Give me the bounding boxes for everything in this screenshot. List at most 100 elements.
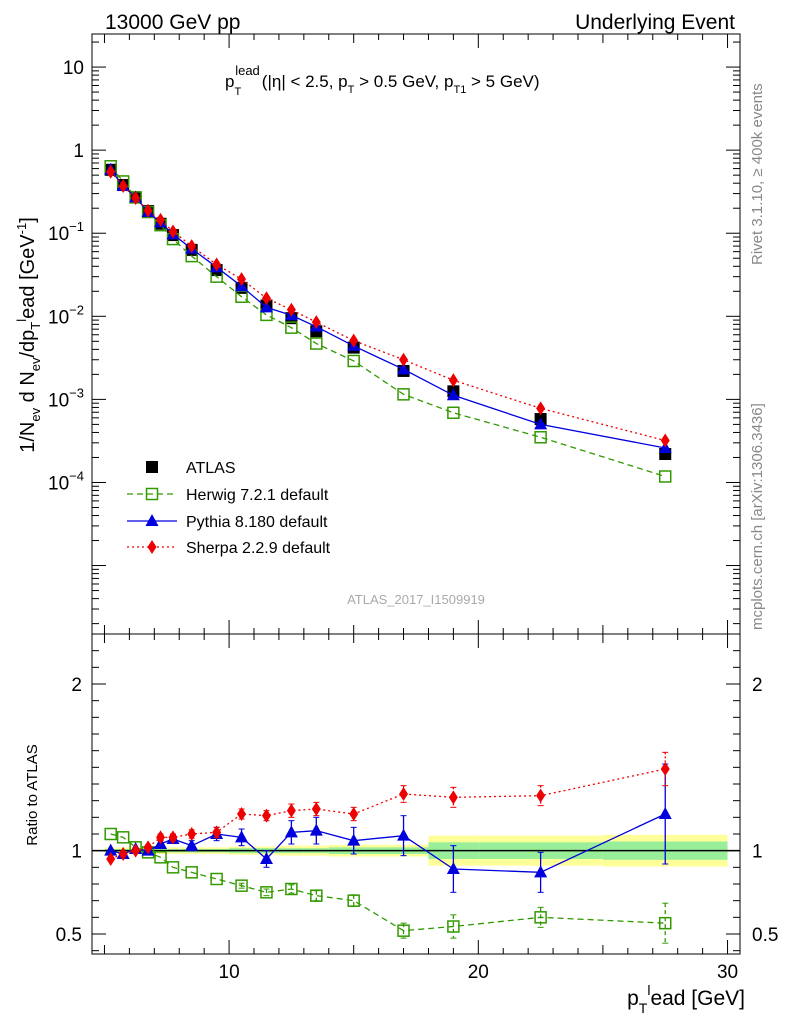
sherpa-ratio-point <box>118 847 128 861</box>
herwig-main-line <box>110 165 666 478</box>
pythia-main-point <box>259 300 273 313</box>
pythia-ratio-point <box>397 828 411 841</box>
sherpa-main-point <box>536 401 546 416</box>
x-tick-label: 30 <box>717 962 738 983</box>
herwig-ratio-point <box>285 882 298 896</box>
ratio-y-tick-label-right: 1 <box>752 842 763 863</box>
herwig-ratio-point <box>347 894 360 907</box>
herwig-main-point <box>347 354 360 368</box>
ratio-plot-frame <box>91 633 741 955</box>
herwig-ratio-point <box>260 886 273 899</box>
sherpa-main-point <box>237 272 247 287</box>
ratio-y-tick-label-right: 2 <box>752 675 763 696</box>
y-tick-label: 10−4 <box>48 468 84 494</box>
herwig-ratio-point <box>235 879 248 892</box>
sherpa-ratio-point <box>536 788 546 803</box>
x-tick-label: 20 <box>468 962 489 983</box>
pythia-ratio-point <box>658 807 672 819</box>
pythia-main-point <box>446 388 460 401</box>
herwig-ratio-point <box>534 911 547 924</box>
pythia-main-line <box>110 169 666 449</box>
sherpa-ratio-point <box>448 790 458 805</box>
pythia-main-point <box>397 362 411 375</box>
analysis-id-label: ATLAS_2017_I1509919 <box>347 592 485 607</box>
main-plot-title: pTlead(|η| < 2.5, pT > 0.5 GeV, pT1 > 5 … <box>225 63 540 98</box>
y-tick-label: 10−2 <box>48 302 84 328</box>
herwig-ratio-point <box>116 831 130 844</box>
pythia-ratio-point <box>284 825 298 838</box>
sherpa-ratio-point <box>261 808 271 823</box>
sherpa-main-point <box>143 203 153 218</box>
y-tick-label: 10−1 <box>48 219 84 245</box>
herwig-main-point <box>285 321 298 334</box>
sherpa-main-point <box>106 164 116 179</box>
pythia-ratio-point <box>104 843 118 856</box>
sherpa-main-point <box>311 315 321 330</box>
herwig-ratio-point <box>397 924 410 937</box>
ratio-y-tick-label-right: 0.5 <box>752 925 778 946</box>
axes-layer: 10 20 30 10−4 10−3 10−2 10−1 1 10 0.5 0.5 1 1 2 2 <box>48 33 778 983</box>
legend-label-herwig: Herwig 7.2.1 default <box>186 487 329 504</box>
main-y-axis-label: 1/Nev d Nev/dpTlead [GeV-1] <box>14 217 43 453</box>
sherpa-main-point <box>168 224 178 239</box>
herwig-ratio-point <box>658 916 672 930</box>
sherpa-ratio-point <box>286 803 296 818</box>
pythia-ratio-point <box>185 838 199 851</box>
herwig-ratio-point <box>104 827 117 841</box>
sherpa-main-point <box>187 239 197 254</box>
sherpa-ratio-point <box>237 807 247 821</box>
sherpa-main-point <box>399 352 409 367</box>
herwig-ratio-point <box>185 866 198 879</box>
sherpa-main-point <box>212 257 222 272</box>
sherpa-main-point <box>156 212 166 227</box>
sherpa-main-line <box>110 171 666 442</box>
event-label: Underlying Event <box>575 11 735 34</box>
sherpa-main-point <box>131 191 141 206</box>
sherpa-ratio-point <box>106 852 116 866</box>
ratio-y-tick-label: 1 <box>71 842 82 863</box>
sherpa-ratio-line <box>110 768 666 860</box>
legend-marker-pythia <box>145 514 159 526</box>
sherpa-ratio-point <box>399 787 409 801</box>
pythia-ratio-point <box>309 823 323 836</box>
sherpa-main-point <box>118 179 128 194</box>
pythia-ratio-point <box>347 833 361 846</box>
sherpa-main-point <box>261 291 271 306</box>
legend: ATLAS Herwig 7.2.1 default Pythia 8.180 de… <box>127 460 331 557</box>
herwig-main-point <box>447 406 460 420</box>
sherpa-main-point <box>660 433 670 448</box>
ratio-y-axis-label: Ratio to ATLAS <box>24 744 41 845</box>
rivet-version-label: Rivet 3.1.10, ≥ 400k events <box>749 83 766 265</box>
herwig-main-point <box>397 388 410 401</box>
sherpa-ratio-point <box>187 827 197 841</box>
mcplots-label: mcplots.cern.ch [arXiv:1306.3436] <box>749 403 766 630</box>
herwig-ratio-point <box>447 920 460 933</box>
sherpa-main-point <box>286 302 296 317</box>
y-tick-label: 10 <box>63 58 84 79</box>
pythia-ratio-point <box>235 830 249 843</box>
herwig-ratio-point <box>154 851 167 864</box>
legend-marker-herwig <box>145 487 159 501</box>
legend-label-data: ATLAS <box>186 460 236 477</box>
sherpa-main-point <box>448 373 458 388</box>
sherpa-ratio-point <box>349 807 359 821</box>
legend-marker-sherpa <box>147 540 157 554</box>
herwig-ratio-point <box>310 889 323 902</box>
sherpa-ratio-point <box>311 802 321 816</box>
legend-label-sherpa: Sherpa 2.2.9 default <box>186 540 331 557</box>
herwig-main-point <box>310 337 323 350</box>
x-axis-label: pTlead [GeV] <box>627 982 745 1016</box>
sherpa-ratio-point <box>212 825 222 840</box>
sherpa-ratio-point <box>156 830 166 845</box>
energy-label: 13000 GeV pp <box>105 11 240 34</box>
herwig-main-point <box>658 470 672 483</box>
pythia-ratio-point <box>534 865 548 878</box>
herwig-ratio-point <box>166 861 180 874</box>
legend-marker-data <box>146 461 158 473</box>
y-tick-label: 1 <box>73 141 84 162</box>
ratio-y-tick-label: 2 <box>71 675 82 696</box>
sherpa-ratio-point <box>131 843 141 858</box>
sherpa-ratio-point <box>660 762 670 776</box>
